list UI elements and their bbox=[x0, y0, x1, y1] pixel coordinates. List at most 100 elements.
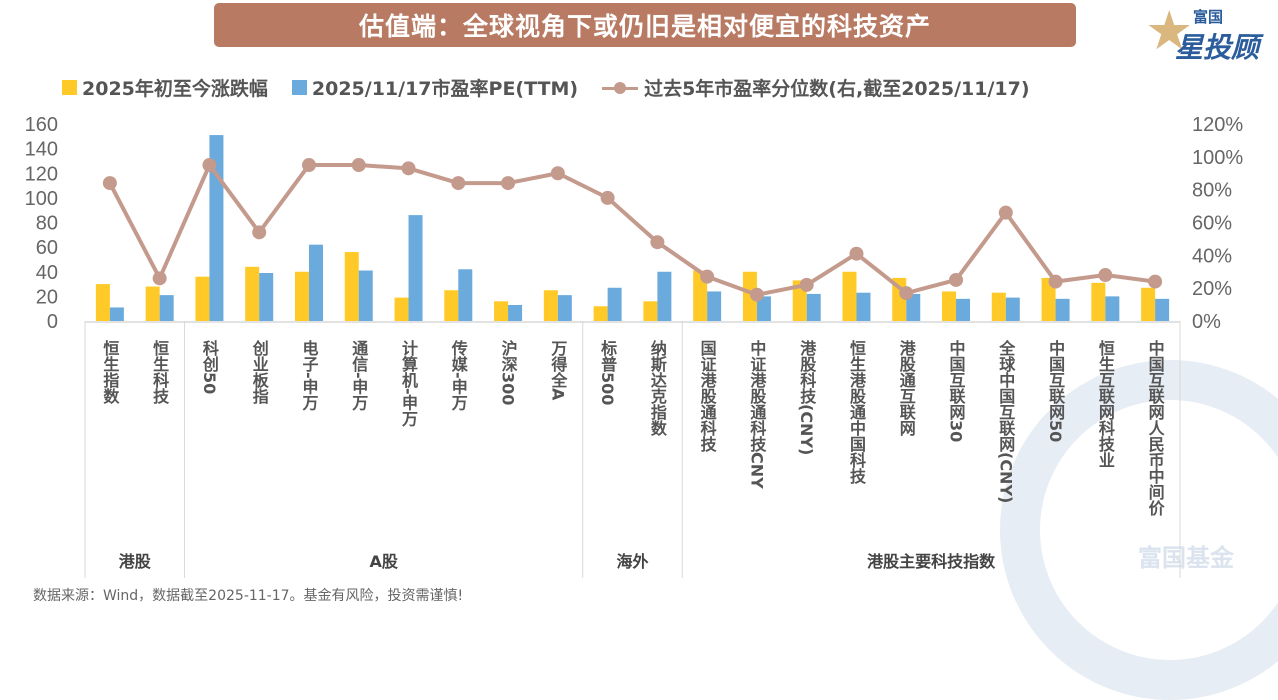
page-title: 估值端：全球视角下或仍旧是相对便宜的科技资产 bbox=[214, 3, 1076, 47]
bar-pe-ttm bbox=[1155, 298, 1170, 321]
percentile-point bbox=[401, 161, 416, 176]
bar-pe-ttm bbox=[458, 269, 473, 321]
percentile-point bbox=[849, 246, 864, 261]
bar-ytd-return bbox=[145, 286, 160, 321]
bar-pe-ttm bbox=[159, 295, 174, 321]
bar-ytd-return bbox=[444, 290, 459, 321]
bar-pe-ttm bbox=[956, 298, 971, 321]
legend-pe: 2025/11/17市盈率PE(TTM) bbox=[291, 74, 578, 101]
percentile-point bbox=[501, 176, 516, 191]
percentile-point bbox=[899, 286, 914, 301]
percentile-point bbox=[650, 235, 665, 250]
category-label: 恒生港股通中国科技 bbox=[847, 339, 866, 485]
percentile-point bbox=[1148, 274, 1163, 289]
percentile-point bbox=[949, 272, 964, 287]
bar-ytd-return bbox=[643, 301, 658, 321]
category-label: 纳斯达克指数 bbox=[648, 339, 667, 437]
source-note: 数据来源：Wind，数据截至2025-11-17。基金有风险，投资需谨慎! bbox=[33, 588, 464, 604]
percentile-line bbox=[108, 163, 1156, 297]
bar-ytd-return bbox=[543, 290, 558, 321]
category-label: 全球中国互联网(CNY) bbox=[996, 339, 1016, 503]
left-tick-label: 80 bbox=[36, 213, 58, 235]
bar-pe-ttm bbox=[508, 304, 523, 321]
left-tick-label: 120 bbox=[25, 163, 58, 185]
left-tick-label: 20 bbox=[36, 286, 58, 308]
group-label: 海外 bbox=[616, 552, 648, 571]
bar-ytd-return bbox=[344, 252, 359, 321]
bar-pe-ttm bbox=[657, 271, 672, 321]
percentile-point bbox=[998, 205, 1013, 220]
left-tick-label: 100 bbox=[25, 188, 58, 210]
percentile-point bbox=[102, 176, 117, 191]
percentile-point bbox=[600, 190, 615, 205]
percentile-point bbox=[550, 166, 565, 181]
bar-ytd-return bbox=[95, 284, 110, 321]
left-tick-label: 160 bbox=[25, 114, 58, 136]
category-label: 传媒-申万 bbox=[449, 339, 469, 412]
percentile-point bbox=[799, 277, 814, 292]
percentile-point bbox=[749, 287, 764, 302]
right-tick-label: 20% bbox=[1192, 278, 1232, 300]
right-tick-label: 120% bbox=[1192, 114, 1243, 136]
bar-ytd-return bbox=[942, 291, 957, 321]
right-tick-label: 60% bbox=[1192, 213, 1232, 235]
group-label: A股 bbox=[369, 552, 398, 571]
category-label: 电子-申万 bbox=[299, 339, 319, 412]
group-label: 港股 bbox=[119, 552, 152, 571]
category-label: 创业板指 bbox=[250, 339, 270, 405]
category-label: 港股科技(CNY) bbox=[797, 339, 816, 455]
percentile-point bbox=[301, 158, 316, 173]
bar-pe-ttm bbox=[557, 295, 572, 321]
category-label: 恒生互联网科技业 bbox=[1096, 339, 1115, 468]
percentile-point bbox=[202, 158, 217, 173]
star-icon: ★ bbox=[1145, 0, 1194, 62]
bar-ytd-return bbox=[1091, 282, 1106, 321]
bar-pe-ttm bbox=[1005, 297, 1020, 321]
category-label: 科创50 bbox=[200, 339, 220, 394]
percentile-point bbox=[152, 271, 167, 286]
bar-ytd-return bbox=[742, 271, 757, 321]
bar-ytd-return bbox=[1041, 277, 1056, 321]
bar-pe-ttm bbox=[358, 270, 373, 321]
bar-ytd-return bbox=[294, 271, 309, 321]
percentile-point bbox=[351, 158, 366, 173]
bar-ytd-return bbox=[693, 270, 708, 321]
right-tick-label: 40% bbox=[1192, 245, 1232, 267]
category-label: 万得全A bbox=[548, 340, 568, 401]
right-tick-label: 0% bbox=[1192, 311, 1221, 333]
bar-pe-ttm bbox=[308, 244, 323, 321]
bar-pe-ttm bbox=[259, 272, 274, 321]
category-label: 国证港股通科技 bbox=[698, 340, 717, 453]
brand-logo: ★ 富国 星投顾 bbox=[1145, 0, 1260, 65]
percentile-point bbox=[1048, 274, 1063, 289]
bar-pe-ttm bbox=[607, 287, 622, 321]
bar-ytd-return bbox=[842, 271, 857, 321]
watermark-text: 富国基金 bbox=[1138, 544, 1234, 572]
percentile-point bbox=[451, 176, 466, 191]
bar-ytd-return bbox=[593, 306, 608, 321]
bar-pe-ttm bbox=[109, 307, 124, 321]
chart-legend: 2025年初至今涨跌幅 2025/11/17市盈率PE(TTM) 过去5年市盈率… bbox=[62, 74, 1054, 101]
bar-ytd-return bbox=[195, 276, 210, 321]
bar-ytd-return bbox=[494, 301, 509, 321]
category-label: 中国互联网30 bbox=[947, 339, 966, 442]
category-label: 恒生指数 bbox=[100, 339, 119, 405]
bar-pe-ttm bbox=[1105, 296, 1120, 321]
bar-pe-ttm bbox=[408, 215, 423, 321]
left-tick-label: 40 bbox=[36, 262, 58, 284]
group-label: 港股主要科技指数 bbox=[867, 552, 996, 571]
category-label: 中证港股通科技CNY bbox=[747, 339, 766, 489]
bar-ytd-return bbox=[991, 292, 1006, 321]
bar-pe-ttm bbox=[1055, 298, 1070, 321]
category-label: 沪深300 bbox=[499, 339, 518, 405]
bar-ytd-return bbox=[1141, 287, 1156, 321]
category-label: 恒生科技 bbox=[150, 339, 169, 405]
bar-pe-ttm bbox=[707, 291, 722, 321]
left-tick-label: 0 bbox=[47, 311, 58, 333]
left-tick-label: 60 bbox=[36, 237, 58, 259]
bar-ytd-return bbox=[394, 297, 409, 321]
bar-pe-ttm bbox=[806, 293, 821, 321]
bar-ytd-return bbox=[245, 266, 260, 321]
left-tick-label: 140 bbox=[25, 139, 58, 161]
